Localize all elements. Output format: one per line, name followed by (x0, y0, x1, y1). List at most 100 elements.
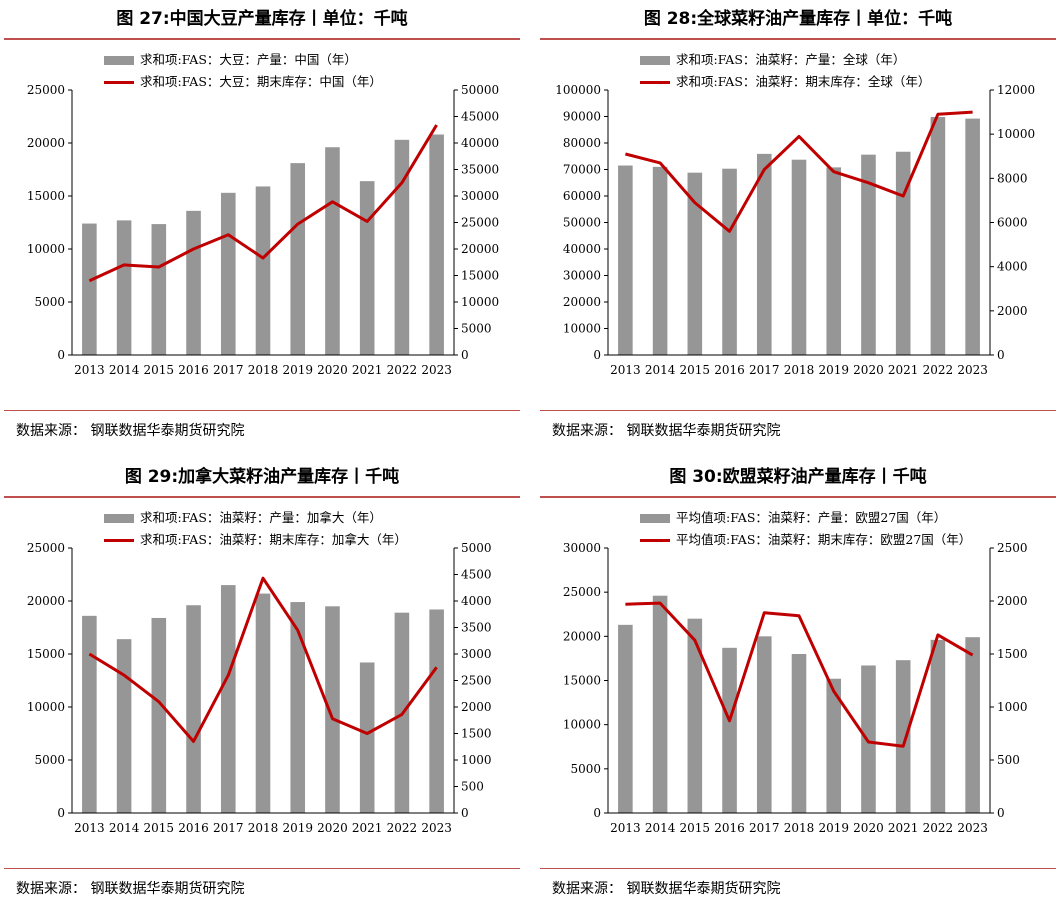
right-tick-label: 10000 (461, 295, 499, 309)
left-tick-label: 0 (57, 806, 65, 820)
legend-line-swatch (104, 538, 134, 542)
bar (965, 637, 980, 813)
bar (826, 678, 842, 813)
title-divider (4, 496, 520, 498)
source-label: 数据来源： (552, 423, 622, 439)
left-tick-label: 5000 (34, 753, 65, 767)
right-tick-label: 3000 (461, 647, 492, 661)
bar (826, 167, 842, 355)
left-tick-label: 0 (57, 348, 65, 362)
bar (151, 617, 167, 813)
chart-legend: 求和项:FAS：大豆：产量：中国（年） 求和项:FAS：大豆：期末库存：中国（年… (104, 49, 382, 93)
x-tick-label: 2016 (178, 821, 209, 835)
right-tick-label: 0 (461, 806, 469, 820)
chart-title: 图 27:中国大豆产量库存丨单位：千吨 (116, 9, 408, 29)
x-tick-label: 2021 (352, 363, 383, 377)
left-tick-label: 10000 (27, 242, 65, 256)
bar (325, 147, 340, 355)
x-tick-label: 2015 (144, 821, 175, 835)
x-tick-label: 2013 (74, 363, 105, 377)
bar (290, 163, 306, 355)
legend-line-swatch (640, 538, 670, 542)
chart-plot: 0 5000 10000 15000 20000 25000 0 5000 10000 15000… (27, 83, 499, 377)
source-note: 数据来源： 钢联数据华泰期货研究院 (16, 420, 244, 440)
left-tick-label: 100000 (555, 83, 601, 97)
bar (791, 159, 807, 355)
chart-panel-china-soybean: 图 27:中国大豆产量库存丨单位：千吨 求和项:FAS：大豆：产量：中国（年） … (4, 0, 524, 440)
legend-bar-swatch (104, 55, 134, 65)
bar (618, 165, 633, 355)
right-tick-label: 4000 (461, 594, 492, 608)
x-tick-label: 2020 (317, 363, 348, 377)
x-tick-label: 2016 (714, 363, 745, 377)
legend-item-bar: 平均值项:FAS：油菜籽：产量：欧盟27国（年） (640, 507, 971, 529)
chart-panel-canada-rapeseed: 图 29:加拿大菜籽油产量库存丨千吨 求和项:FAS：油菜籽：产量：加拿大（年）… (4, 458, 524, 898)
x-tick-label: 2017 (213, 363, 244, 377)
left-tick-label: 15000 (27, 189, 65, 203)
title-divider (4, 38, 520, 40)
bar (116, 220, 132, 355)
bar (756, 153, 772, 355)
bar (429, 134, 444, 355)
right-tick-label: 2500 (461, 674, 492, 688)
right-tick-label: 500 (461, 780, 484, 794)
source-divider (540, 868, 1056, 869)
source-text: 钢联数据华泰期货研究院 (90, 881, 245, 897)
x-tick-label: 2020 (317, 821, 348, 835)
x-tick-label: 2015 (680, 363, 711, 377)
chart-panel-eu-rapeseed: 图 30:欧盟菜籽油产量库存丨千吨 平均值项:FAS：油菜籽：产量：欧盟27国（… (540, 458, 1057, 898)
left-tick-label: 70000 (563, 163, 601, 177)
right-tick-label: 4000 (997, 260, 1028, 274)
chart-legend: 平均值项:FAS：油菜籽：产量：欧盟27国（年） 平均值项:FAS：油菜籽：期末… (640, 507, 971, 551)
bar (861, 665, 876, 813)
x-tick-label: 2020 (853, 821, 884, 835)
left-tick-label: 5000 (570, 762, 601, 776)
legend-bar-swatch (104, 513, 134, 523)
x-tick-label: 2013 (610, 363, 641, 377)
legend-line-swatch (104, 80, 134, 84)
left-tick-label: 90000 (563, 110, 601, 124)
left-tick-label: 20000 (563, 295, 601, 309)
left-tick-label: 25000 (563, 585, 601, 599)
x-tick-label: 2019 (282, 363, 313, 377)
x-tick-label: 2013 (610, 821, 641, 835)
bar (618, 624, 633, 813)
right-tick-label: 1500 (997, 647, 1028, 661)
chart-title: 图 29:加拿大菜籽油产量库存丨千吨 (124, 467, 400, 487)
left-tick-label: 30000 (563, 541, 601, 555)
legend-item-line: 求和项:FAS：油菜籽：期末库存：全球（年） (640, 71, 930, 93)
x-tick-label: 2014 (109, 363, 140, 377)
right-tick-label: 20000 (461, 242, 499, 256)
bar (722, 168, 737, 355)
x-tick-label: 2023 (421, 363, 452, 377)
left-tick-label: 80000 (563, 136, 601, 150)
left-tick-label: 25000 (27, 541, 65, 555)
bar (325, 606, 340, 813)
bar (359, 181, 375, 355)
left-tick-label: 40000 (563, 242, 601, 256)
left-tick-label: 15000 (563, 674, 601, 688)
legend-item-bar: 求和项:FAS：大豆：产量：中国（年） (104, 49, 382, 71)
x-tick-label: 2014 (109, 821, 140, 835)
bar (82, 615, 97, 813)
legend-bar-swatch (640, 513, 670, 523)
bar (965, 118, 980, 355)
bar (255, 593, 271, 813)
bar (652, 595, 668, 813)
bar (151, 224, 167, 355)
chart-panel-global-rapeseed: 图 28:全球菜籽油产量库存丨单位：千吨 求和项:FAS：油菜籽：产量：全球（年… (540, 0, 1057, 440)
x-tick-label: 2021 (888, 821, 919, 835)
chart-plot: 0100002000030000400005000060000700008000… (555, 83, 1035, 377)
x-tick-label: 2017 (213, 821, 244, 835)
right-tick-label: 0 (997, 348, 1005, 362)
legend-label: 求和项:FAS：油菜籽：期末库存：全球（年） (676, 74, 931, 89)
right-tick-label: 1000 (997, 700, 1028, 714)
right-tick-label: 2000 (997, 304, 1028, 318)
right-tick-label: 3500 (461, 621, 492, 635)
legend-label: 求和项:FAS：油菜籽：产量：全球（年） (676, 52, 906, 67)
right-tick-label: 12000 (997, 83, 1035, 97)
bar (895, 660, 911, 813)
legend-label: 求和项:FAS：大豆：期末库存：中国（年） (140, 74, 382, 89)
x-tick-label: 2019 (818, 363, 849, 377)
bar (756, 636, 772, 813)
